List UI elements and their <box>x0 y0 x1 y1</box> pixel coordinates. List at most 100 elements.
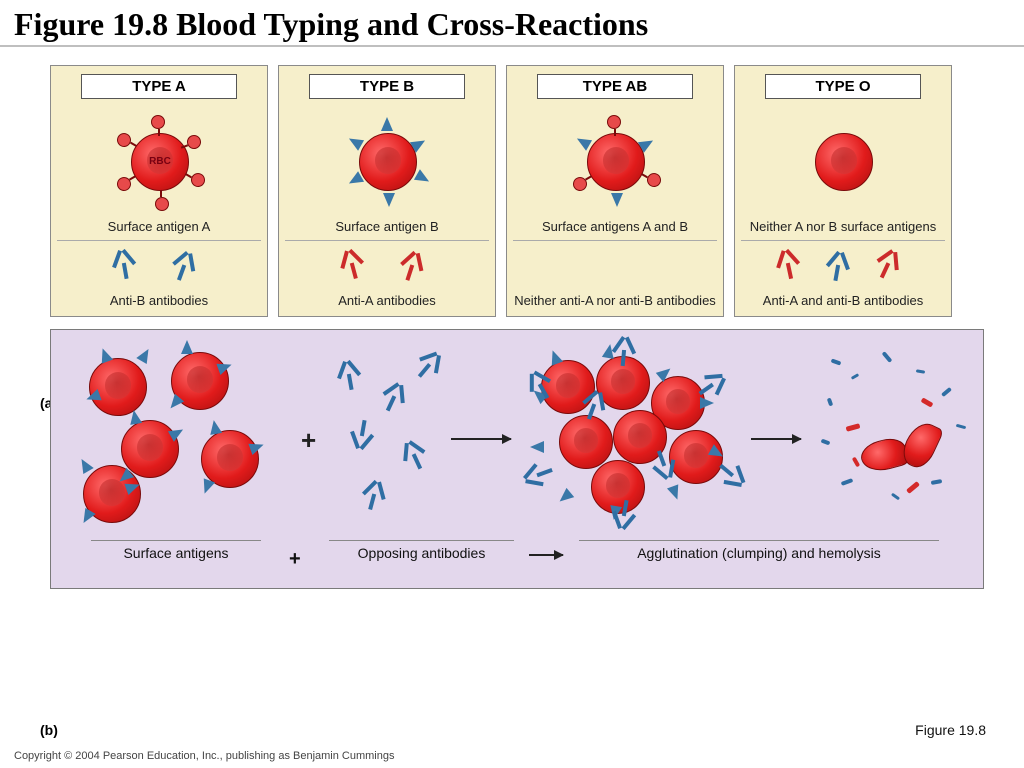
cell-fragment <box>831 358 842 365</box>
antigen-b-icon <box>181 340 193 354</box>
panel-header: TYPE AB <box>537 74 693 99</box>
antigen-a-icon <box>188 170 207 189</box>
anti-a-antibody-icon <box>395 248 429 285</box>
antigen-caption: Surface antigens A and B <box>507 217 723 236</box>
cell-fragment <box>827 398 833 407</box>
rbc-area <box>507 107 723 217</box>
blood-type-panel: TYPE A RBC Surface antigen A Anti-B antibod… <box>50 65 268 317</box>
panel-header: TYPE B <box>309 74 465 99</box>
figb-left-caption: Surface antigens <box>91 540 261 561</box>
antibody-caption: Anti-B antibodies <box>51 293 267 316</box>
cell-fragment <box>916 369 925 374</box>
anti-b-antibody-icon <box>519 458 556 493</box>
page-title: Figure 19.8 Blood Typing and Cross-React… <box>14 6 1010 43</box>
rbc-area: RBC <box>51 107 267 217</box>
anti-a-antibody-icon <box>772 247 804 282</box>
panel-header: TYPE O <box>765 74 921 99</box>
antibody-area <box>279 241 495 293</box>
rbc-area <box>279 107 495 217</box>
copyright: Copyright © 2004 Pearson Education, Inc.… <box>14 750 394 762</box>
anti-b-antibody-icon <box>358 477 391 513</box>
antibody-area <box>507 241 723 293</box>
antigen-a-icon <box>185 133 203 151</box>
rbc <box>559 415 613 469</box>
antigen-a-icon <box>570 174 589 193</box>
cell-fragment <box>921 397 934 407</box>
anti-b-antibody-icon <box>823 249 854 283</box>
antigen-caption: Surface antigen A <box>51 217 267 236</box>
cell-fragment <box>821 439 831 446</box>
anti-b-antibody-icon <box>167 247 202 284</box>
antigen-b-icon <box>556 488 574 506</box>
antigen-a-icon <box>607 115 621 129</box>
panel-header: TYPE A <box>81 74 237 99</box>
rbc <box>201 430 259 488</box>
cell-fragment <box>841 478 854 486</box>
cell-fragment <box>941 387 952 397</box>
cell-fragment <box>891 493 900 501</box>
antigen-b-icon <box>128 409 142 425</box>
blood-type-panel: TYPE B Surface antigen B Anti-A antibodies <box>278 65 496 317</box>
antigen-b-icon <box>199 478 215 495</box>
arrow-icon <box>451 438 511 440</box>
antigen-b-icon <box>530 441 544 453</box>
rbc <box>359 133 417 191</box>
blood-type-panel: TYPE AB Surface antigens A and B Neither a… <box>506 65 724 317</box>
anti-b-antibody-icon <box>109 247 140 281</box>
figure-a-row: TYPE A RBC Surface antigen A Anti-B antibod… <box>0 47 1024 319</box>
anti-b-antibody-icon <box>376 378 412 416</box>
anti-b-antibody-icon <box>610 335 639 367</box>
figure-b-wrap: + Surface antigens + Opposing antibodies… <box>0 319 1024 589</box>
antigen-b-icon <box>667 484 683 501</box>
anti-b-antibody-icon <box>609 498 640 532</box>
rbc <box>89 358 147 416</box>
antigen-b-icon <box>611 193 623 207</box>
rbc <box>587 133 645 191</box>
anti-b-antibody-icon <box>334 358 365 392</box>
anti-b-antibody-icon <box>409 345 448 385</box>
antigen-a-icon <box>114 130 133 149</box>
figure-b: + Surface antigens + Opposing antibodies… <box>50 329 984 589</box>
antigen-a-icon <box>155 197 169 211</box>
figb-right-caption: Agglutination (clumping) and hemolysis <box>579 540 939 561</box>
cell-fragment <box>851 373 859 380</box>
section-b-label: (b) <box>40 722 58 738</box>
anti-b-antibody-icon <box>347 418 378 452</box>
antigen-caption: Surface antigen B <box>279 217 495 236</box>
figb-mid-caption: Opposing antibodies <box>329 540 514 561</box>
rbc-label: RBC <box>132 156 188 167</box>
antigen-a-icon <box>644 170 663 189</box>
antibody-caption: Neither anti-A nor anti-B antibodies <box>507 293 723 316</box>
arrow-icon <box>751 438 801 440</box>
cell-fragment <box>882 351 893 363</box>
antigen-a-icon <box>114 174 133 193</box>
antigen-b-icon <box>381 117 393 131</box>
antigen-b-icon <box>208 419 222 435</box>
antibody-area <box>51 241 267 293</box>
rbc: RBC <box>131 133 189 191</box>
plus-symbol: + <box>289 548 301 571</box>
antigen-b-icon <box>136 346 153 364</box>
antigen-b-icon <box>414 169 432 186</box>
cell-fragment <box>846 423 861 431</box>
figure-number: Figure 19.8 <box>915 722 986 738</box>
antigen-b-icon <box>383 193 395 207</box>
cell-fragment <box>906 481 920 494</box>
cell-fragment <box>931 479 943 485</box>
anti-a-antibody-icon <box>870 245 906 283</box>
rbc-area <box>735 107 951 217</box>
blood-type-panel: TYPE O Neither A nor B surface antigens An… <box>734 65 952 317</box>
lysed-rbc <box>858 435 910 476</box>
plus-symbol: + <box>301 425 316 456</box>
rbc <box>815 133 873 191</box>
cell-fragment <box>956 424 966 429</box>
anti-a-antibody-icon <box>336 246 369 282</box>
antibody-caption: Anti-A and anti-B antibodies <box>735 293 951 316</box>
antigen-caption: Neither A nor B surface antigens <box>735 217 951 236</box>
cell-fragment <box>852 457 860 468</box>
arrow-icon <box>529 554 563 556</box>
antigen-b-icon <box>76 456 93 474</box>
anti-b-antibody-icon <box>396 436 432 474</box>
antibody-caption: Anti-A antibodies <box>279 293 495 316</box>
antibody-area <box>735 241 951 293</box>
